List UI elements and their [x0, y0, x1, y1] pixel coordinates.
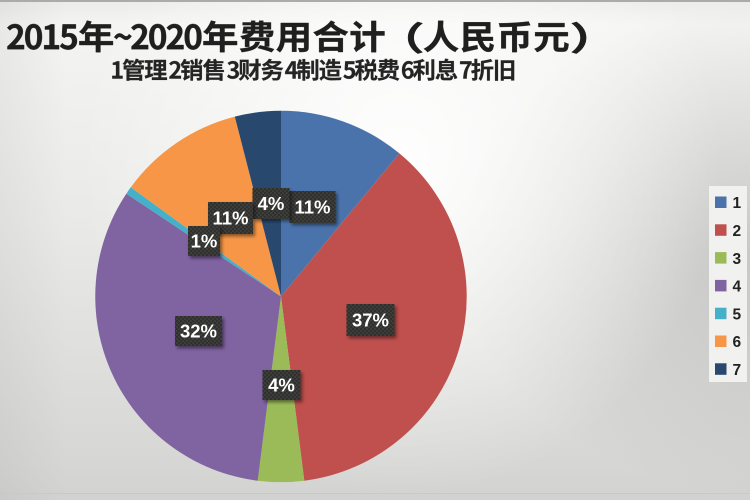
svg-text:4: 4	[733, 279, 742, 296]
svg-text:3: 3	[733, 251, 742, 268]
svg-text:32%: 32%	[180, 321, 217, 342]
svg-text:4%: 4%	[258, 193, 285, 214]
svg-text:5: 5	[733, 306, 742, 323]
svg-text:37%: 37%	[352, 310, 389, 331]
svg-text:1: 1	[733, 195, 742, 212]
svg-text:2: 2	[733, 223, 742, 240]
svg-text:1%: 1%	[191, 231, 218, 252]
svg-text:11%: 11%	[294, 197, 330, 218]
svg-text:7: 7	[733, 362, 742, 379]
svg-text:4%: 4%	[268, 375, 295, 396]
svg-text:11%: 11%	[212, 208, 248, 229]
svg-text:6: 6	[733, 334, 742, 351]
